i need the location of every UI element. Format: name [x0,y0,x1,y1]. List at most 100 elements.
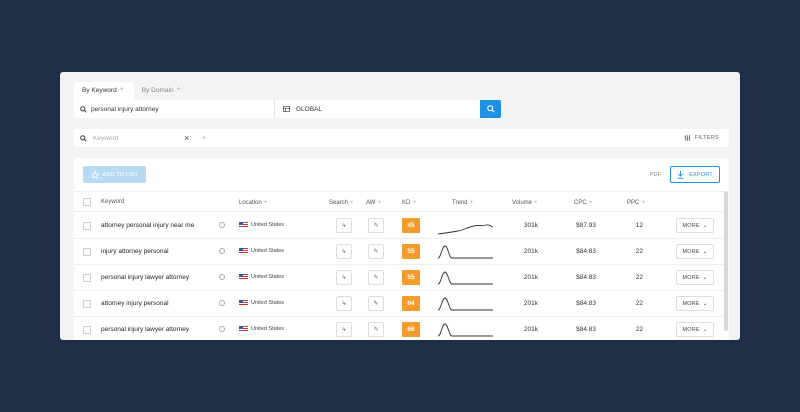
database-select[interactable]: GLOBAL [275,100,480,118]
serp-link-button[interactable]: ↳ [336,322,352,337]
download-icon [677,170,684,179]
column-keyword[interactable]: Keyword [101,199,125,205]
add-to-list-button[interactable]: ADD TO LIST [83,166,146,183]
keywords-table: ADD TO LIST PDF EXPORT Keyword Location +… [74,158,729,340]
filters-button[interactable]: FILTERS [684,135,719,141]
column-cpc[interactable]: CPC + [574,199,593,206]
scrollbar[interactable] [724,191,728,331]
database-icon [283,106,290,112]
export-button[interactable]: EXPORT [670,166,720,183]
wrench-icon: ✎ [373,275,379,281]
pdf-button[interactable]: PDF [650,172,661,178]
table-row: personal injury lawyer attorney United St… [74,265,724,291]
cpc-cell: $87.93 [576,222,596,229]
kd-badge: 55 [402,244,420,259]
info-icon[interactable] [219,248,225,254]
column-aw[interactable]: AW + [366,199,382,206]
keyword-cell[interactable]: personal injury lawyer attorney [101,274,190,281]
info-icon[interactable] [219,274,225,280]
volume-cell: 201k [523,274,538,281]
ppc-cell: 22 [635,248,643,255]
serp-link-button[interactable]: ↳ [336,270,352,285]
keyword-filter-input[interactable]: Keyword [74,135,184,142]
plus-icon: + [588,199,593,206]
search-button[interactable] [480,100,501,118]
kd-badge: 55 [402,270,420,285]
row-checkbox[interactable] [83,300,91,308]
cpc-cell: $84.83 [576,326,596,333]
wrench-icon: ✎ [373,327,379,333]
plus-icon: + [469,199,474,206]
volume-cell: 201k [523,300,538,307]
plus-icon: + [412,199,417,206]
arrow-return-icon: ↳ [341,223,347,229]
tab-by-keyword[interactable]: By Keyword + [74,82,134,100]
plus-icon: + [641,199,646,206]
trend-sparkline [438,271,493,285]
ppc-cell: 12 [635,222,643,229]
trend-sparkline [438,224,494,235]
more-button[interactable]: MORE ⌄ [676,296,714,311]
location-cell: United States [239,274,284,280]
sliders-icon [684,135,690,141]
chevron-down-icon: ⌄ [702,274,708,281]
table-row: attorney personal injury near me United S… [74,213,724,239]
aw-tool-button[interactable]: ✎ [368,322,384,337]
row-checkbox[interactable] [83,326,91,334]
plus-icon: + [534,199,538,206]
column-volume[interactable]: Volume + [512,199,538,206]
search-icon [80,105,87,113]
more-button[interactable]: MORE ⌄ [676,218,714,233]
row-checkbox[interactable] [83,274,91,282]
location-cell: United States [239,248,284,254]
aw-tool-button[interactable]: ✎ [368,244,384,259]
search-icon [80,134,87,142]
keyword-cell[interactable]: attorney injury personal [101,300,169,307]
us-flag-icon [239,222,248,228]
keyword-cell[interactable]: injury attorney personal [101,248,169,255]
trend-sparkline [438,323,493,337]
table-row: attorney injury personal United States ↳ ✎ 6… [74,291,724,317]
star-icon [90,170,99,179]
clear-filter-icon[interactable]: × [184,133,190,143]
serp-link-button[interactable]: ↳ [336,244,352,259]
trend-sparkline [438,297,493,311]
location-cell: United States [239,300,284,306]
plus-icon: + [263,199,268,206]
search-bar: personal injury attorney GLOBAL [74,100,501,118]
keyword-search-input[interactable]: personal injury attorney [74,100,275,118]
more-button[interactable]: MORE ⌄ [676,270,714,285]
us-flag-icon [239,274,248,280]
info-icon[interactable] [219,300,225,306]
aw-tool-button[interactable]: ✎ [368,296,384,311]
column-kd[interactable]: KD + [402,199,417,206]
column-ppc[interactable]: PPC + [627,199,646,206]
info-icon[interactable] [219,222,225,228]
column-location[interactable]: Location + [239,199,268,206]
more-button[interactable]: MORE ⌄ [676,322,714,337]
volume-cell: 201k [523,326,538,333]
tab-by-domain[interactable]: By Domain + [141,86,181,94]
ppc-cell: 22 [635,274,643,281]
cpc-cell: $84.83 [576,248,596,255]
info-icon[interactable] [219,326,225,332]
more-button[interactable]: MORE ⌄ [676,244,714,259]
row-checkbox[interactable] [83,222,91,230]
arrow-return-icon: ↳ [341,327,347,333]
keyword-cell[interactable]: attorney personal injury near me [101,222,195,229]
trend-sparkline [438,245,493,259]
column-trend[interactable]: Trend + [452,199,474,206]
plus-icon: + [176,86,181,93]
aw-tool-button[interactable]: ✎ [368,218,384,233]
table-row: personal injury lawyer attorney United St… [74,317,724,340]
kd-badge: 66 [402,322,420,337]
add-filter-icon[interactable]: + [202,134,207,142]
serp-link-button[interactable]: ↳ [336,296,352,311]
tab-bar: By Keyword + By Domain + [74,82,191,100]
column-search[interactable]: Search + [329,199,354,206]
serp-link-button[interactable]: ↳ [336,218,352,233]
aw-tool-button[interactable]: ✎ [368,270,384,285]
select-all-checkbox[interactable] [83,198,91,206]
keyword-cell[interactable]: personal injury lawyer attorney [101,326,190,333]
row-checkbox[interactable] [83,248,91,256]
